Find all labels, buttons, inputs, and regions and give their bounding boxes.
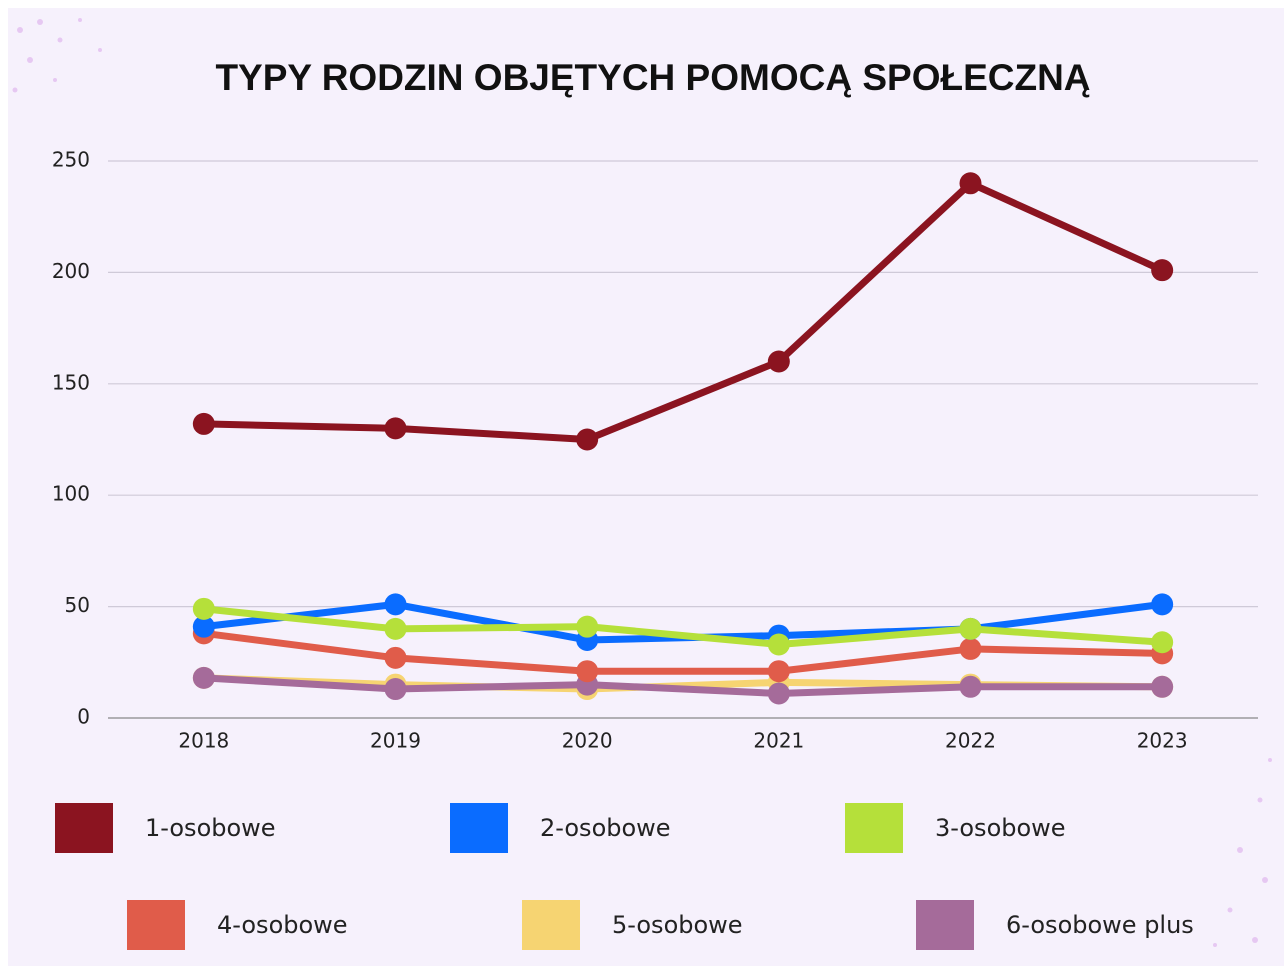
legend-swatch: [845, 803, 903, 853]
legend-label: 2-osobowe: [540, 814, 671, 842]
point: [576, 660, 599, 683]
point: [767, 660, 790, 683]
y-tick-label: 50: [65, 593, 90, 617]
point: [1151, 675, 1174, 698]
point: [767, 682, 790, 705]
point: [576, 615, 599, 638]
point: [959, 675, 982, 698]
point: [959, 637, 982, 660]
point: [1151, 593, 1174, 616]
legend-label: 4-osobowe: [217, 911, 348, 939]
y-tick-label: 150: [52, 370, 90, 394]
point: [384, 593, 407, 616]
point: [959, 172, 982, 195]
y-tick-label: 200: [52, 259, 90, 283]
series-line: [200, 674, 1166, 697]
x-tick-label: 2022: [945, 729, 996, 753]
point: [192, 412, 215, 435]
point: [384, 646, 407, 669]
y-tick-label: 100: [52, 482, 90, 506]
point: [767, 633, 790, 656]
point: [767, 350, 790, 373]
legend-label: 6-osobowe plus: [1006, 911, 1194, 939]
point: [192, 597, 215, 620]
legend-swatch: [522, 900, 580, 950]
legend-swatch: [916, 900, 974, 950]
point: [1151, 631, 1174, 654]
point: [384, 678, 407, 701]
x-tick-label: 2020: [562, 729, 613, 753]
legend-swatch: [127, 900, 185, 950]
series-line: [200, 605, 1166, 648]
x-tick-label: 2023: [1137, 729, 1188, 753]
chart-title: TYPY RODZIN OBJĘTYCH POMOCĄ SPOŁECZNĄ: [215, 57, 1090, 98]
point: [384, 417, 407, 440]
point: [1151, 259, 1174, 282]
y-tick-label: 250: [52, 148, 90, 172]
legend-label: 5-osobowe: [612, 911, 743, 939]
series-line: [200, 179, 1166, 443]
background: [8, 8, 1284, 966]
decoration-dots: [12, 18, 1272, 947]
point: [576, 428, 599, 451]
y-tick-label: 0: [77, 705, 90, 729]
point: [384, 617, 407, 640]
x-tick-label: 2019: [370, 729, 421, 753]
legend-swatch: [450, 803, 508, 853]
point: [959, 617, 982, 640]
point: [192, 666, 215, 689]
legend-label: 3-osobowe: [935, 814, 1066, 842]
legend-label: 1-osobowe: [145, 814, 276, 842]
x-tick-label: 2018: [178, 729, 229, 753]
legend-swatch: [55, 803, 113, 853]
series-line: [200, 629, 1166, 675]
x-tick-label: 2021: [753, 729, 804, 753]
point: [192, 615, 215, 638]
